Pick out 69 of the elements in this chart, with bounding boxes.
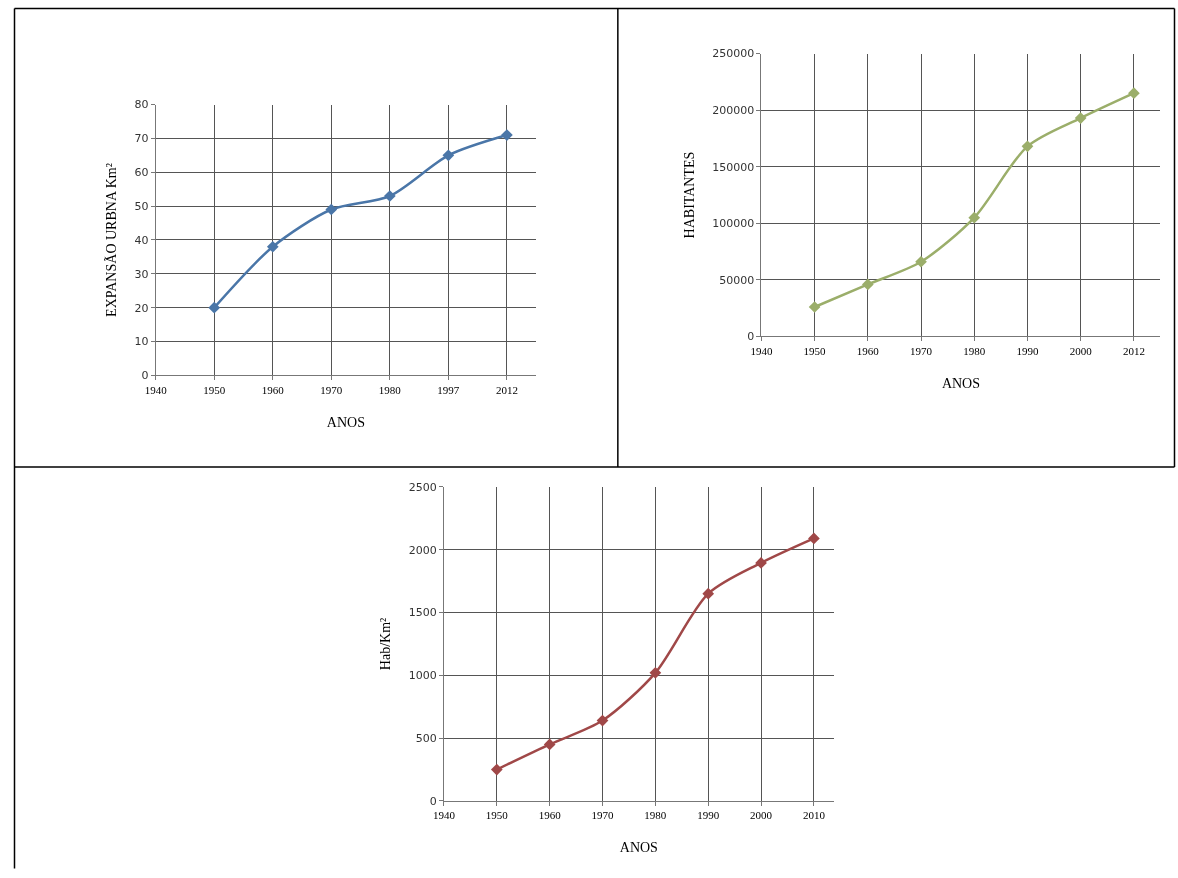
point xyxy=(1074,112,1087,124)
x-tick-label: 1970 xyxy=(591,809,615,822)
x-tick-label: 1970 xyxy=(910,344,933,357)
point xyxy=(968,211,981,224)
x-tick-label: 2000 xyxy=(1069,344,1093,357)
point xyxy=(596,714,609,727)
point xyxy=(915,255,927,268)
x-tick-label: 2010 xyxy=(802,809,826,822)
x-tick-label: 1990 xyxy=(697,809,720,822)
point xyxy=(1128,87,1140,100)
point xyxy=(442,149,455,162)
y-tick-label: 10 xyxy=(134,335,149,349)
point xyxy=(543,738,556,751)
point xyxy=(1021,140,1034,153)
y-tick-label: 500 xyxy=(415,731,437,745)
y-tick-label: 60 xyxy=(134,166,149,180)
x-tick-label: 1990 xyxy=(1016,344,1039,357)
y-axis-title: HABITANTES xyxy=(681,151,697,239)
y-tick-label: 1500 xyxy=(408,606,437,620)
y-tick-label: 250000 xyxy=(712,47,755,61)
x-tick-label: 1960 xyxy=(538,809,562,822)
y-tick-label: 20 xyxy=(134,301,149,315)
x-tick-label: 1980 xyxy=(963,344,986,357)
x-tick-label: 1997 xyxy=(437,383,460,396)
x-axis-title: ANOS xyxy=(941,375,980,391)
x-tick-label: 1940 xyxy=(750,344,773,357)
point xyxy=(702,587,715,600)
x-tick-label: 2012 xyxy=(495,383,518,396)
y-tick-label: 100000 xyxy=(712,217,755,231)
point xyxy=(649,666,662,679)
point xyxy=(490,763,503,776)
y-tick-label: 2500 xyxy=(408,480,437,494)
y-tick-label: 2000 xyxy=(408,543,437,557)
x-tick-label: 1950 xyxy=(203,383,226,396)
y-axis-title: Hab/Km² xyxy=(378,617,394,671)
y-tick-label: 1000 xyxy=(408,669,437,683)
x-axis-title: ANOS xyxy=(326,414,365,430)
y-axis-title: EXPANSÃO URBNA Km² xyxy=(104,163,120,317)
x-tick-label: 1970 xyxy=(320,383,343,396)
x-tick-label: 2000 xyxy=(750,809,773,822)
x-tick-label: 1980 xyxy=(644,809,667,822)
x-tick-label: 1980 xyxy=(378,383,402,396)
x-tick-label: 1950 xyxy=(485,809,509,822)
point xyxy=(383,190,396,202)
point xyxy=(266,240,279,253)
point xyxy=(808,301,821,313)
point xyxy=(325,203,338,216)
point xyxy=(208,301,221,314)
y-tick-label: 0 xyxy=(141,369,149,383)
y-tick-label: 70 xyxy=(134,132,149,146)
point xyxy=(808,532,820,545)
point xyxy=(861,278,874,291)
x-tick-label: 1940 xyxy=(144,383,168,396)
y-tick-label: 0 xyxy=(429,794,437,808)
x-tick-label: 1960 xyxy=(856,344,880,357)
y-tick-label: 50000 xyxy=(719,273,755,287)
y-tick-label: 0 xyxy=(747,330,755,344)
y-tick-label: 40 xyxy=(134,233,149,247)
x-tick-label: 1960 xyxy=(261,383,285,396)
x-tick-label: 1950 xyxy=(803,344,827,357)
x-tick-label: 1940 xyxy=(432,809,456,822)
y-tick-label: 200000 xyxy=(712,103,755,117)
x-axis-title: ANOS xyxy=(619,840,658,856)
point xyxy=(501,129,513,141)
y-tick-label: 150000 xyxy=(712,160,755,174)
y-tick-label: 30 xyxy=(134,267,149,281)
x-tick-label: 2012 xyxy=(1122,344,1145,357)
y-tick-label: 80 xyxy=(134,98,149,112)
y-tick-label: 50 xyxy=(134,199,149,213)
